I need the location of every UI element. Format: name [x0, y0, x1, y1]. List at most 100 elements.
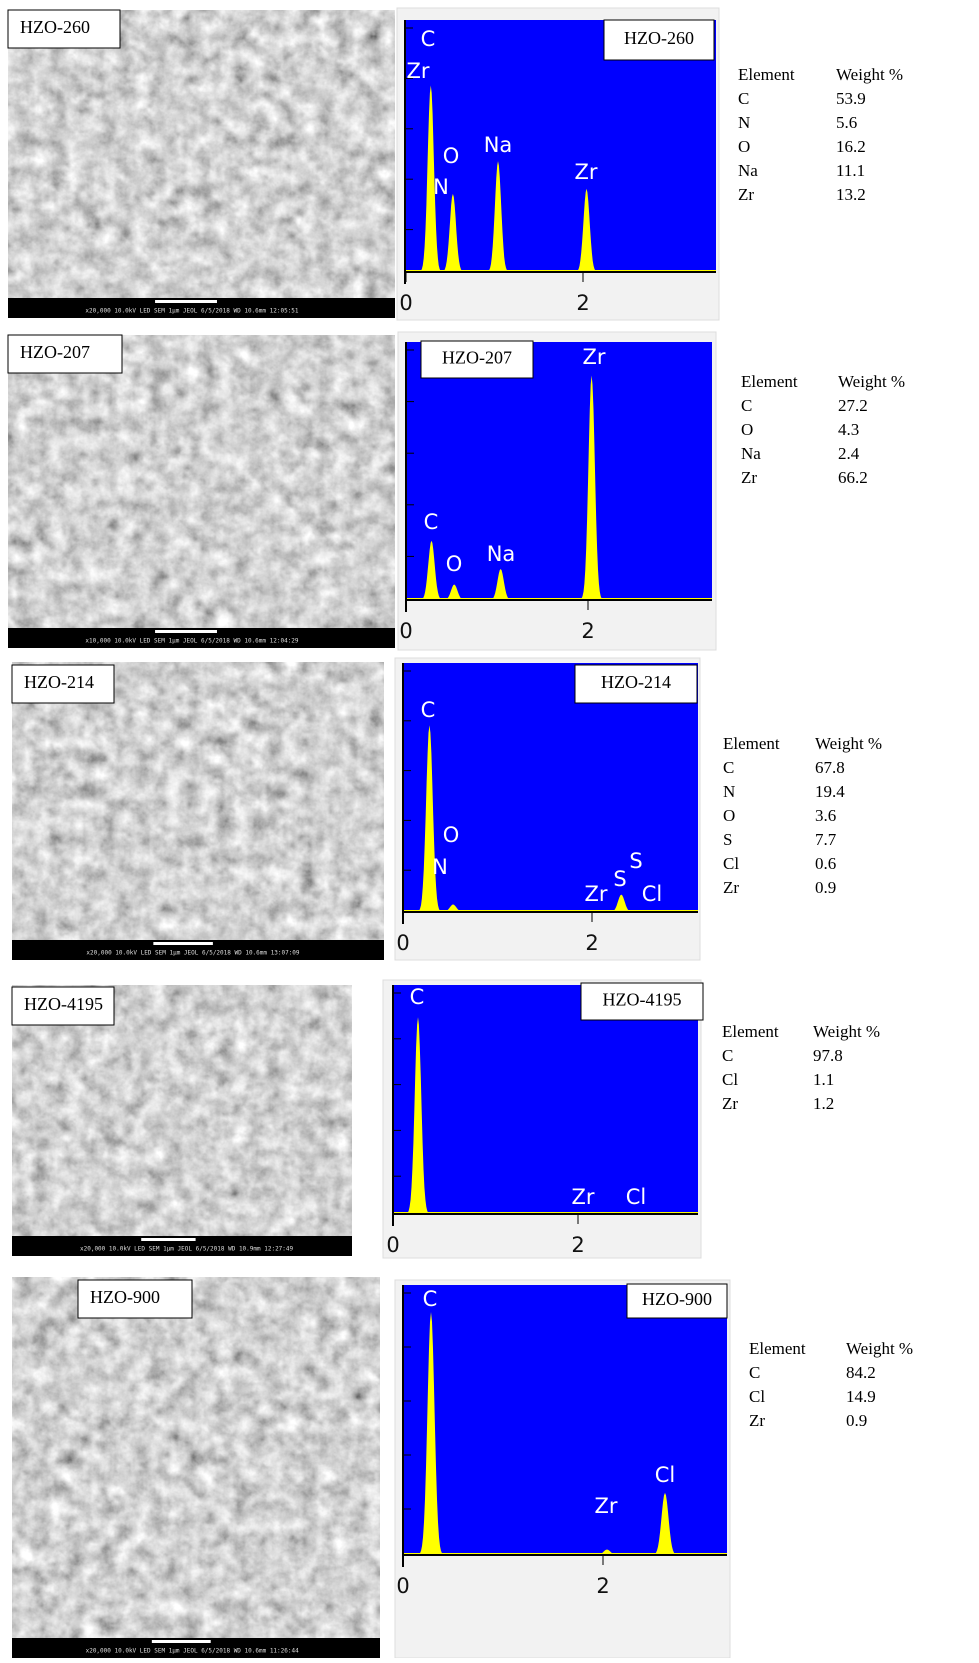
sem-image [12, 1277, 380, 1638]
table-cell: Cl [722, 1070, 738, 1089]
table-cell: N [723, 782, 735, 801]
peak-label: Zr [594, 1494, 617, 1518]
peak-label: Cl [642, 882, 663, 906]
table-cell: C [723, 758, 734, 777]
peak-label: Zr [571, 1185, 594, 1209]
x-tick-label: 2 [576, 291, 589, 315]
table-header: Weight % [846, 1339, 913, 1358]
table-header: Weight % [836, 65, 903, 84]
x-tick-label: 0 [396, 1574, 409, 1598]
table-cell: O [741, 420, 753, 439]
x-tick-label: 2 [571, 1233, 584, 1257]
table-cell: 27.2 [838, 396, 868, 415]
table-cell: 97.8 [813, 1046, 843, 1065]
scale-bar [155, 630, 217, 633]
table-header: Element [738, 65, 795, 84]
peak-label: O [443, 144, 460, 168]
peak-label: N [432, 855, 448, 879]
eds-label: HZO-214 [601, 672, 671, 692]
table-cell: O [738, 137, 750, 156]
table-cell: O [723, 806, 735, 825]
scale-bar [155, 300, 217, 303]
table-cell: 11.1 [836, 161, 865, 180]
table-cell: Zr [723, 878, 739, 897]
peak-label: O [443, 823, 460, 847]
sem-info: x20,000 10.0kV LED SEM 1μm JEOL 6/5/2018… [80, 1246, 294, 1253]
table-cell: C [741, 396, 752, 415]
table-cell: Zr [749, 1411, 765, 1430]
table-cell: 0.6 [815, 854, 836, 873]
table-cell: Zr [722, 1094, 738, 1113]
peak-label: Zr [406, 59, 429, 83]
x-tick-label: 0 [386, 1233, 399, 1257]
table-cell: 13.2 [836, 185, 866, 204]
peak-label: C [424, 510, 439, 534]
peak-label: Zr [584, 882, 607, 906]
x-tick-label: 2 [596, 1574, 609, 1598]
table-cell: 4.3 [838, 420, 859, 439]
peak-label: N [433, 175, 449, 199]
table-cell: 2.4 [838, 444, 860, 463]
sem-label: HZO-4195 [24, 994, 103, 1014]
table-cell: Cl [723, 854, 739, 873]
table-cell: 84.2 [846, 1363, 876, 1382]
table-header: Weight % [838, 372, 905, 391]
table-cell: 16.2 [836, 137, 866, 156]
table-cell: 19.4 [815, 782, 845, 801]
x-tick-label: 0 [396, 931, 409, 955]
table-cell: 3.6 [815, 806, 836, 825]
table-cell: Cl [749, 1387, 765, 1406]
table-cell: C [722, 1046, 733, 1065]
table-cell: 1.2 [813, 1094, 834, 1113]
figure: x20,000 10.0kV LED SEM 1μm JEOL 6/5/2018… [0, 0, 979, 1658]
table-header: Element [723, 734, 780, 753]
sem-info: x20,000 10.0kV LED SEM 1μm JEOL 6/5/2018… [86, 950, 300, 957]
scale-bar [141, 1238, 195, 1241]
sem-info: x20,000 10.0kV LED SEM 1μm JEOL 6/5/2018… [86, 1648, 300, 1655]
sem-image [8, 335, 395, 628]
eds-label: HZO-900 [642, 1289, 712, 1309]
table-header: Element [741, 372, 798, 391]
peak-label: C [421, 27, 436, 51]
sem-label: HZO-900 [90, 1287, 160, 1307]
peak-label: Na [487, 542, 516, 566]
x-tick-label: 2 [585, 931, 598, 955]
peak-label: Cl [626, 1185, 647, 1209]
table-cell: C [749, 1363, 760, 1382]
sem-image [8, 10, 395, 298]
table-cell: 5.6 [836, 113, 857, 132]
table-cell: 66.2 [838, 468, 868, 487]
eds-label: HZO-4195 [603, 990, 682, 1010]
table-cell: C [738, 89, 749, 108]
table-header: Element [722, 1022, 779, 1041]
table-header: Weight % [813, 1022, 880, 1041]
x-tick-label: 0 [399, 619, 412, 643]
table-cell: N [738, 113, 750, 132]
eds-label: HZO-207 [442, 348, 512, 368]
table-cell: 0.9 [846, 1411, 867, 1430]
sem-label: HZO-260 [20, 17, 90, 37]
peak-label: Zr [574, 160, 597, 184]
scale-bar [152, 1640, 211, 1643]
table-cell: S [723, 830, 732, 849]
eds-label: HZO-260 [624, 28, 694, 48]
table-cell: Na [741, 444, 761, 463]
sem-info: x20,000 10.0kV LED SEM 1μm JEOL 6/5/2018… [85, 308, 299, 315]
sem-info: x10,000 10.0kV LED SEM 1μm JEOL 6/5/2018… [85, 638, 299, 645]
table-cell: 14.9 [846, 1387, 876, 1406]
table-cell: Na [738, 161, 758, 180]
x-tick-label: 2 [581, 619, 594, 643]
table-cell: 53.9 [836, 89, 866, 108]
peak-label: Zr [582, 345, 605, 369]
x-tick-label: 0 [399, 291, 412, 315]
peak-label: Cl [655, 1463, 676, 1487]
sem-label: HZO-207 [20, 342, 90, 362]
table-header: Weight % [815, 734, 882, 753]
peak-label: C [410, 985, 425, 1009]
table-cell: 67.8 [815, 758, 845, 777]
peak-label: S [613, 867, 626, 891]
table-cell: 0.9 [815, 878, 836, 897]
scale-bar [153, 942, 213, 945]
table-cell: Zr [741, 468, 757, 487]
peak-label: C [421, 698, 436, 722]
